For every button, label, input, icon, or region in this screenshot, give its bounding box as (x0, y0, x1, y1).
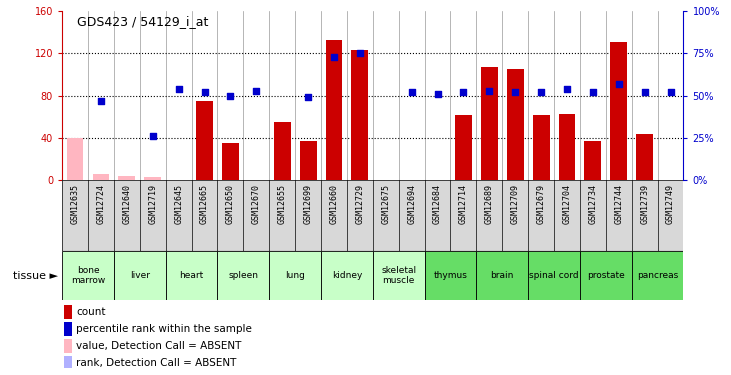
Text: GSM12739: GSM12739 (640, 184, 649, 224)
Text: skeletal
muscle: skeletal muscle (381, 266, 416, 285)
Bar (455, 115, 471, 180)
Text: spleen: spleen (228, 271, 258, 280)
Bar (218, 251, 269, 300)
Text: pancreas: pancreas (637, 271, 678, 280)
Text: count: count (76, 307, 105, 317)
Point (613, 81, 624, 87)
Text: GSM12694: GSM12694 (407, 184, 416, 224)
Text: GSM12734: GSM12734 (588, 184, 597, 224)
Bar (144, 177, 161, 180)
Point (354, 51, 366, 57)
Bar (269, 251, 321, 300)
Text: GSM12704: GSM12704 (562, 184, 572, 224)
Bar (114, 251, 166, 300)
Text: value, Detection Call = ABSENT: value, Detection Call = ABSENT (76, 341, 241, 351)
Text: GSM12635: GSM12635 (71, 184, 80, 224)
Point (147, 133, 159, 139)
Point (95, 98, 107, 104)
Bar (481, 67, 498, 180)
Bar (166, 251, 218, 300)
Bar (118, 176, 135, 180)
Bar (533, 115, 550, 180)
Bar (64, 305, 72, 319)
Text: GSM12675: GSM12675 (382, 184, 390, 224)
Text: GSM12729: GSM12729 (355, 184, 364, 224)
Bar (196, 101, 213, 180)
Bar (93, 174, 110, 180)
Point (561, 86, 573, 92)
Point (328, 54, 340, 60)
Bar (64, 356, 72, 369)
Bar (507, 69, 523, 180)
Text: GSM12744: GSM12744 (614, 184, 624, 224)
Bar (67, 138, 83, 180)
Text: GSM12660: GSM12660 (330, 184, 338, 224)
Text: spinal cord: spinal cord (529, 271, 579, 280)
Text: GSM12670: GSM12670 (251, 184, 261, 224)
Point (587, 89, 599, 95)
Text: GSM12749: GSM12749 (666, 184, 675, 224)
Point (432, 91, 444, 97)
Point (302, 94, 314, 100)
Text: GSM12679: GSM12679 (537, 184, 545, 224)
Bar (558, 114, 575, 180)
Text: GSM12719: GSM12719 (148, 184, 157, 224)
Bar (64, 322, 72, 336)
Bar (300, 141, 317, 180)
Text: percentile rank within the sample: percentile rank within the sample (76, 324, 252, 334)
Bar (64, 339, 72, 352)
Text: GDS423 / 54129_i_at: GDS423 / 54129_i_at (77, 15, 208, 28)
Point (224, 93, 236, 99)
Text: thymus: thymus (433, 271, 467, 280)
Text: GSM12714: GSM12714 (459, 184, 468, 224)
Text: bone
marrow: bone marrow (71, 266, 105, 285)
Point (535, 89, 547, 95)
Point (251, 88, 262, 94)
Point (173, 86, 184, 92)
Point (510, 89, 521, 95)
Bar (274, 122, 291, 180)
Bar (528, 251, 580, 300)
Bar (62, 251, 114, 300)
Bar (352, 50, 368, 180)
Bar (610, 42, 627, 180)
Bar (585, 141, 602, 180)
Text: liver: liver (130, 271, 150, 280)
Text: GSM12650: GSM12650 (226, 184, 235, 224)
Bar (325, 40, 342, 180)
Text: GSM12699: GSM12699 (303, 184, 313, 224)
Bar (321, 251, 373, 300)
Bar (373, 251, 425, 300)
Text: kidney: kidney (332, 271, 362, 280)
Point (639, 89, 651, 95)
Text: rank, Detection Call = ABSENT: rank, Detection Call = ABSENT (76, 358, 236, 368)
Point (664, 89, 676, 95)
Point (483, 88, 495, 94)
Bar (425, 251, 477, 300)
Text: heart: heart (179, 271, 204, 280)
Text: GSM12689: GSM12689 (485, 184, 494, 224)
Text: GSM12709: GSM12709 (511, 184, 520, 224)
Bar (477, 251, 528, 300)
Text: GSM12640: GSM12640 (122, 184, 132, 224)
Text: prostate: prostate (587, 271, 625, 280)
Bar (222, 143, 239, 180)
Bar (580, 251, 632, 300)
Text: lung: lung (285, 271, 305, 280)
Text: GSM12655: GSM12655 (278, 184, 287, 224)
Bar (632, 251, 683, 300)
Point (406, 89, 417, 95)
Bar (636, 134, 653, 180)
Text: GSM12684: GSM12684 (433, 184, 442, 224)
Point (199, 89, 211, 95)
Text: brain: brain (491, 271, 514, 280)
Text: tissue ►: tissue ► (13, 271, 58, 280)
Point (458, 89, 469, 95)
Text: GSM12645: GSM12645 (174, 184, 183, 224)
Text: GSM12724: GSM12724 (96, 184, 105, 224)
Text: GSM12665: GSM12665 (200, 184, 209, 224)
